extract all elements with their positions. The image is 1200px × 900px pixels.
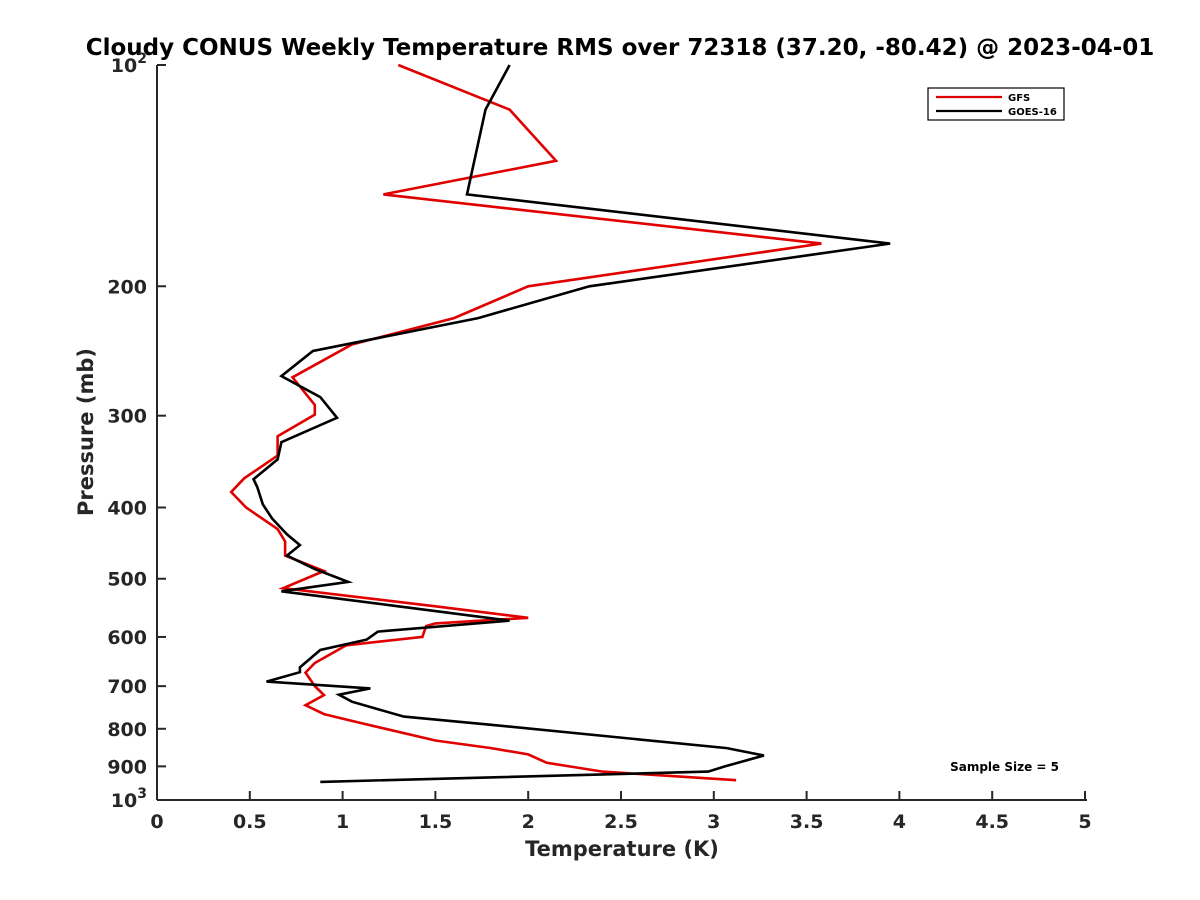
x-tick-label: 3 [707, 811, 720, 833]
x-axis-label: Temperature (K) [525, 837, 719, 861]
legend-label-goes16: GOES-16 [1008, 107, 1057, 118]
y-tick-label: 500 [107, 569, 147, 591]
legend-box [927, 87, 1065, 121]
y-tick-label: 700 [107, 676, 147, 698]
x-tick-label: 4 [893, 811, 906, 833]
y-tick-label: 103 [111, 786, 147, 812]
y-tick-label: 800 [107, 719, 147, 741]
legend: GFS GOES-16 [927, 87, 1065, 121]
legend-label-gfs: GFS [1008, 93, 1030, 104]
x-tick-label: 1.5 [419, 811, 453, 833]
series-line-goes16 [251, 64, 891, 784]
y-tick-label: 300 [107, 406, 147, 428]
x-tick-label: 2 [522, 811, 535, 833]
y-tick-label: 200 [107, 276, 147, 298]
series-layer [229, 63, 891, 784]
x-tick-label: 3.5 [790, 811, 824, 833]
x-tick-label: 0.5 [233, 811, 267, 833]
y-tick-label: 900 [107, 756, 147, 778]
x-tick-label: 0 [150, 811, 163, 833]
x-tick-label: 5 [1078, 811, 1091, 833]
y-axis-label: Pressure (mb) [74, 348, 98, 516]
y-tick-label: 600 [107, 627, 147, 649]
x-ticks: 0 0.5 1 1.5 2 2.5 3 3.5 4 4.5 5 [150, 791, 1092, 833]
x-tick-label: 1 [336, 811, 349, 833]
x-tick-label: 4.5 [975, 811, 1009, 833]
chart-title: Cloudy CONUS Weekly Temperature RMS over… [86, 35, 1155, 61]
y-tick-label: 400 [107, 498, 147, 520]
series-line-gfs [229, 63, 822, 782]
sample-size-annotation: Sample Size = 5 [950, 760, 1059, 774]
x-tick-label: 2.5 [604, 811, 638, 833]
